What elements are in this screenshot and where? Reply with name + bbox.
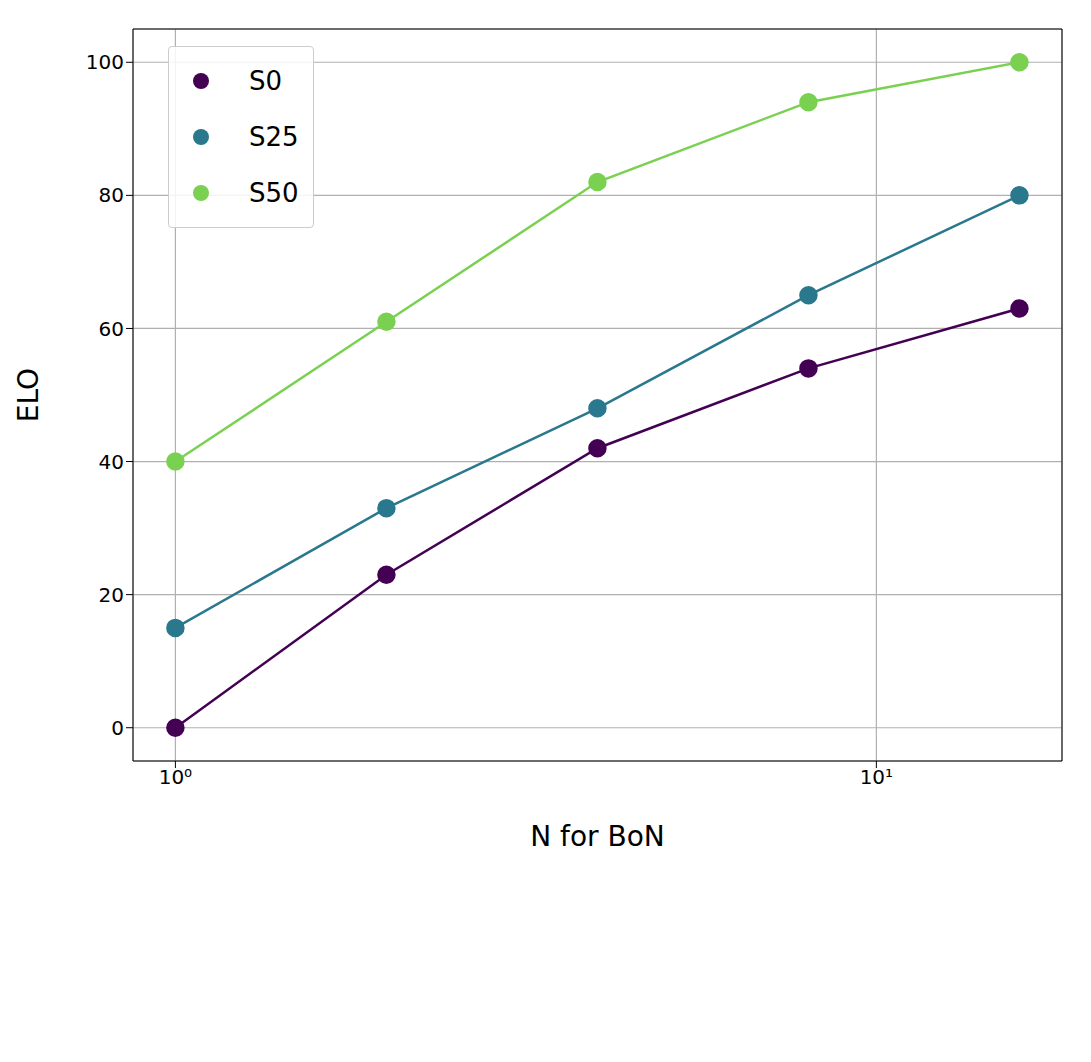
svg-text:10⁰: 10⁰ (159, 765, 192, 789)
svg-text:ELO: ELO (12, 368, 45, 422)
html-text:S0: S0 (249, 66, 282, 96)
svg-text:10¹: 10¹ (860, 765, 893, 789)
svg-text:100: 100 (86, 50, 124, 74)
svg-text:80: 80 (99, 183, 124, 207)
svg-text:N for BoN: N for BoN (530, 820, 665, 853)
svg-text:0: 0 (111, 716, 124, 740)
svg-text:60: 60 (99, 317, 124, 341)
html-text:S25: S25 (249, 122, 299, 152)
svg-text:40: 40 (99, 450, 124, 474)
html-text:S50: S50 (249, 178, 299, 208)
svg-text:20: 20 (99, 583, 124, 607)
